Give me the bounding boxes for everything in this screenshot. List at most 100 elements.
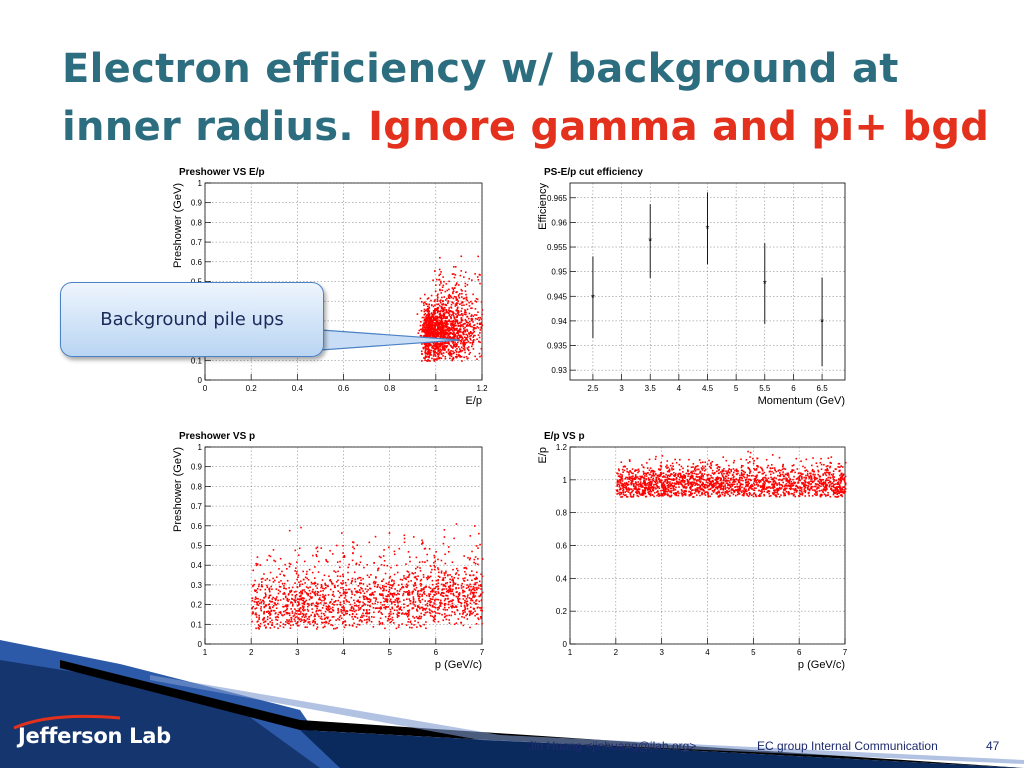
- x-tick-label: 4: [705, 648, 710, 657]
- scatter-point: [383, 588, 385, 590]
- scatter-point: [408, 589, 410, 592]
- scatter-point: [478, 323, 481, 326]
- scatter-point: [476, 577, 479, 580]
- scatter-point: [477, 558, 479, 560]
- scatter-point: [451, 359, 454, 362]
- scatter-point: [656, 491, 658, 493]
- scatter-point: [311, 608, 313, 610]
- scatter-point: [774, 480, 776, 483]
- scatter-point: [436, 320, 439, 322]
- scatter-point: [442, 329, 444, 332]
- scatter-point: [279, 599, 282, 601]
- scatter-point: [372, 582, 375, 584]
- scatter-point: [297, 576, 299, 579]
- scatter-point: [255, 627, 257, 630]
- scatter-point: [284, 593, 286, 595]
- scatter-point: [428, 317, 431, 319]
- scatter-point: [305, 599, 308, 602]
- scatter-point: [763, 483, 766, 486]
- scatter-point: [336, 575, 339, 577]
- scatter-point: [450, 588, 452, 590]
- scatter-point: [457, 339, 460, 342]
- scatter-point: [824, 471, 826, 474]
- scatter-point: [438, 274, 441, 277]
- scatter-point: [740, 473, 743, 475]
- scatter-point: [425, 586, 428, 588]
- scatter-point: [469, 338, 472, 341]
- scatter-point: [830, 473, 833, 476]
- scatter-point: [288, 587, 290, 589]
- scatter-point: [257, 624, 260, 627]
- scatter-point: [461, 589, 464, 592]
- scatter-point: [825, 469, 828, 472]
- scatter-point: [441, 323, 443, 326]
- scatter-point: [836, 488, 838, 491]
- scatter-point: [631, 490, 634, 493]
- scatter-point: [429, 597, 432, 600]
- scatter-point: [446, 328, 449, 330]
- scatter-point: [832, 493, 835, 496]
- y-tick-label: 0.1: [191, 356, 203, 365]
- scatter-point: [842, 478, 844, 480]
- scatter-point: [301, 597, 304, 599]
- scatter-point: [437, 620, 440, 623]
- scatter-point: [445, 303, 447, 306]
- scatter-point: [268, 579, 271, 582]
- scatter-point: [654, 492, 656, 494]
- scatter-point: [474, 355, 476, 358]
- scatter-point: [761, 479, 764, 481]
- scatter-point: [830, 488, 833, 491]
- scatter-point: [277, 602, 279, 605]
- scatter-point: [817, 473, 819, 476]
- scatter-point: [301, 583, 304, 586]
- scatter-point: [475, 576, 478, 579]
- scatter-point: [380, 607, 383, 610]
- scatter-point: [442, 300, 444, 303]
- scatter-point: [425, 326, 427, 329]
- scatter-point: [385, 598, 387, 601]
- scatter-point: [418, 615, 421, 618]
- scatter-point: [431, 579, 434, 582]
- scatter-point: [409, 621, 412, 624]
- scatter-point: [434, 358, 437, 361]
- scatter-point: [413, 588, 416, 590]
- scatter-point: [715, 470, 718, 473]
- scatter-point: [444, 582, 447, 585]
- scatter-point: [734, 480, 737, 483]
- scatter-point: [348, 613, 351, 616]
- scatter-point: [706, 463, 709, 465]
- scatter-point: [727, 493, 730, 496]
- scatter-point: [396, 571, 399, 574]
- scatter-point: [463, 601, 466, 604]
- scatter-point: [844, 481, 846, 484]
- scatter-point: [335, 544, 338, 547]
- scatter-point: [449, 315, 452, 318]
- scatter-point: [432, 619, 435, 622]
- scatter-point: [308, 616, 310, 618]
- scatter-point: [421, 606, 424, 609]
- scatter-point: [479, 615, 482, 618]
- scatter-point: [428, 611, 431, 614]
- scatter-point: [391, 606, 393, 609]
- scatter-point: [312, 624, 315, 627]
- scatter-point: [422, 324, 424, 326]
- scatter-point: [438, 322, 441, 325]
- scatter-point: [444, 317, 447, 320]
- scatter-point: [793, 475, 795, 478]
- scatter-point: [268, 611, 271, 613]
- scatter-point: [428, 321, 431, 323]
- scatter-point: [480, 326, 483, 328]
- scatter-point: [454, 583, 456, 585]
- scatter-point: [328, 611, 331, 613]
- scatter-point: [464, 290, 467, 293]
- scatter-point: [276, 619, 279, 621]
- scatter-point: [722, 485, 725, 488]
- scatter-point: [479, 329, 482, 331]
- scatter-point: [424, 327, 426, 329]
- scatter-point: [439, 603, 442, 605]
- scatter-point: [309, 595, 311, 598]
- scatter-point: [716, 491, 719, 494]
- scatter-point: [455, 595, 458, 598]
- scatter-point: [320, 615, 323, 618]
- scatter-point: [667, 474, 670, 477]
